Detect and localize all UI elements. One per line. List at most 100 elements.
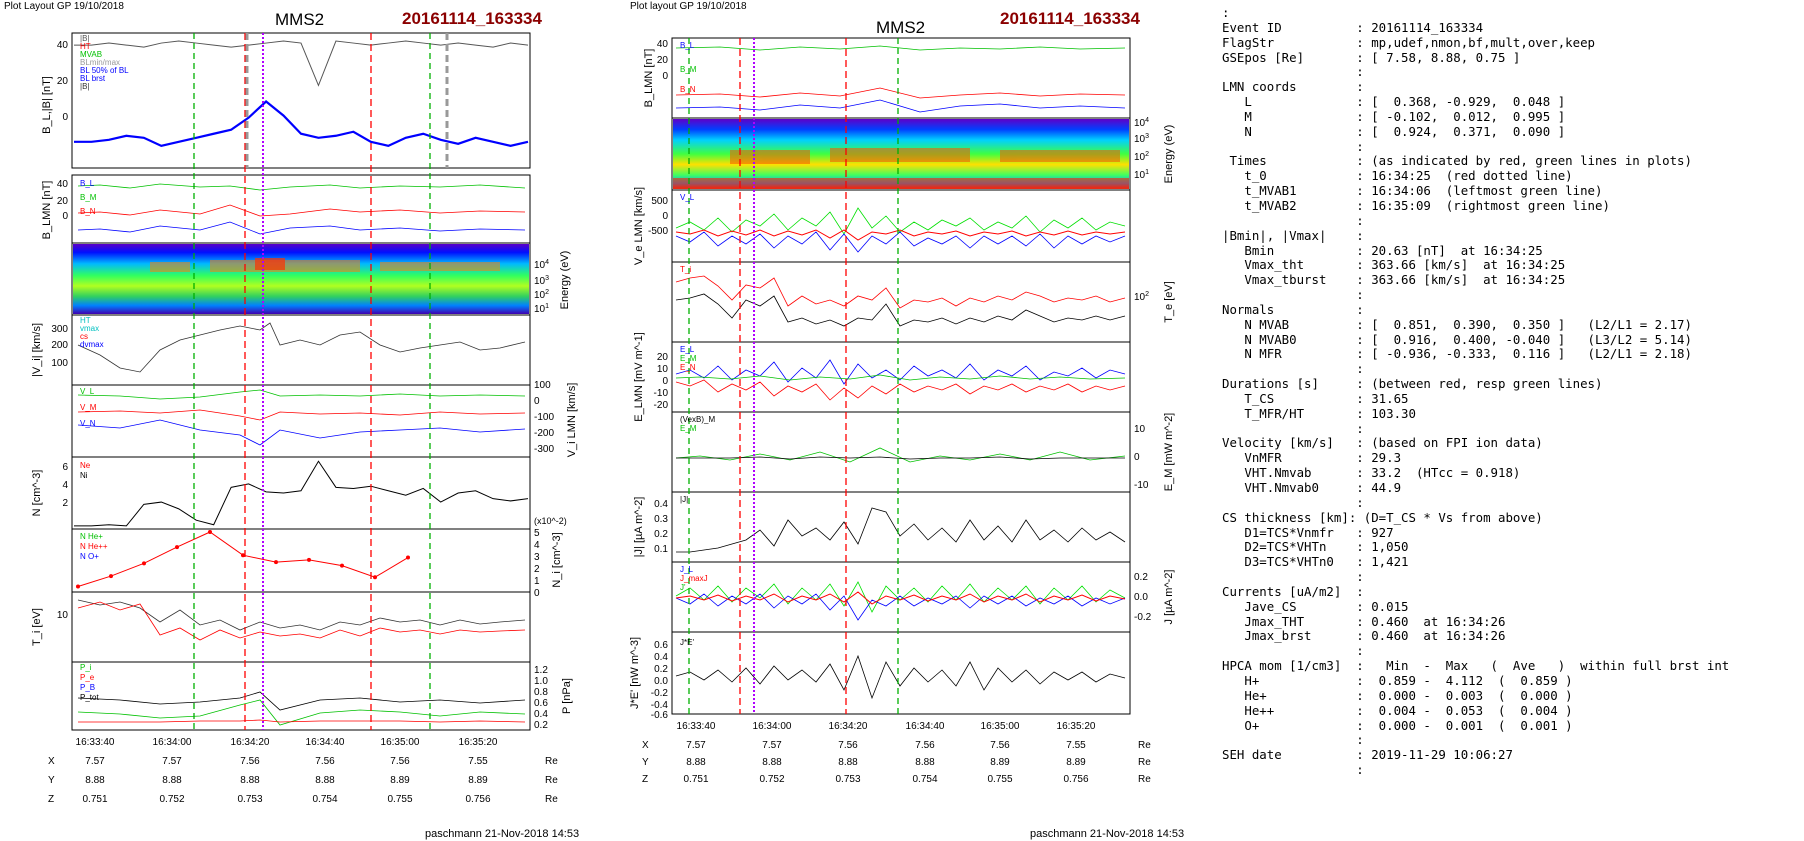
svg-text:-0.4: -0.4 (651, 700, 669, 711)
info-line: Event ID : 20161114_163334 (1222, 19, 1484, 35)
mid-eph-unit-y: Re (1138, 757, 1151, 768)
left-eph-y-3: 8.88 (315, 775, 335, 786)
info-line: t_0 : 16:34:25 (red dotted line) (1222, 168, 1573, 184)
svg-text:1.2: 1.2 (534, 665, 548, 676)
left-legend-hpca-0: N He+ (80, 532, 103, 541)
left-eph-z-2: 0.753 (237, 794, 262, 805)
mid-ylabel-energy: Energy (eV) (1163, 125, 1175, 184)
svg-text:200: 200 (51, 340, 68, 351)
svg-text:0.2: 0.2 (654, 529, 668, 540)
info-line: : (1222, 212, 1364, 228)
info-line: Currents [uA/m2] : (1222, 583, 1364, 599)
left-legend-bl-2: MVAB (80, 50, 102, 59)
data-point (109, 574, 113, 579)
data-point (208, 530, 212, 534)
left-eph-unit-x: Re (545, 756, 558, 767)
left-legend-bl-6: |B| (80, 82, 90, 91)
info-line: : (1222, 64, 1364, 80)
left-eph-z-3: 0.754 (312, 794, 337, 805)
data-point (340, 563, 344, 568)
svg-text:101: 101 (534, 303, 549, 315)
info-line: GSEpos [Re] : [ 7.58, 8.88, 0.75 ] (1222, 49, 1521, 65)
left-blmn-bn-line (77, 204, 526, 217)
info-line: : (1222, 732, 1364, 748)
mid-legend-j-0: |J| (680, 495, 688, 504)
left-ylabel-ti: T_i [eV] (31, 608, 43, 646)
svg-text:0: 0 (662, 211, 668, 222)
left-eph-z-1: 0.752 (159, 794, 184, 805)
info-line: Vmax_tht : 363.66 [km/s] at 16:34:25 (1222, 257, 1566, 273)
svg-text:2: 2 (62, 498, 68, 509)
svg-text:0: 0 (662, 71, 668, 82)
svg-text:102: 102 (534, 289, 549, 301)
mid-legend-je-0: J*E' (680, 638, 694, 647)
mid-xtick-0: 16:33:40 (677, 721, 716, 732)
mid-te-ti-line (675, 275, 1126, 309)
info-line: VHT.Nmvab : 33.2 (HTcc = 0.918) (1222, 465, 1521, 481)
mid-eph-x-label: X (642, 740, 649, 751)
series-line-ni (74, 460, 529, 527)
mid-ylabel-em: E_M [mW m^-2] (1163, 413, 1175, 492)
left-eph-z-0: 0.751 (82, 794, 107, 805)
left-spacecraft-title: MMS2 (275, 10, 325, 29)
mid-legend-ve-0: V_L (680, 193, 695, 202)
svg-text:100: 100 (51, 358, 68, 369)
mid-legend-jlmn-2: J' (680, 583, 686, 592)
mid-te-te-line (675, 293, 1126, 327)
event-info-panel: : Event ID : 20161114_163334 FlagStr : mp,… (1222, 5, 1800, 806)
mid-legend-em-1: E_M (680, 424, 697, 433)
left-legend-hpca-1: N He++ (80, 542, 108, 551)
info-line: Jave_CS : 0.015 (1222, 598, 1409, 614)
mid-eph-z-label: Z (642, 774, 648, 785)
left-ti-line (77, 599, 526, 631)
info-line: VHT.Nmvab0 : 44.9 (1222, 480, 1402, 495)
mid-eph-y-5: 8.89 (1066, 757, 1086, 768)
info-line: : (1222, 494, 1364, 510)
mid-legend-e-1: E_M (680, 354, 697, 363)
left-legend-bl-3: BLmin/max (80, 58, 120, 67)
mid-eph-unit-x: Re (1138, 740, 1151, 751)
mid-ve-vl-line (675, 229, 1126, 241)
left-p-pb-line (77, 699, 526, 726)
svg-text:0.0: 0.0 (654, 676, 668, 687)
info-line: Durations [s] : (between red, resp green… (1222, 376, 1603, 392)
left-ylabel-blmn: B_LMN [nT] (41, 181, 53, 240)
left-eph-x-4: 7.56 (390, 756, 410, 767)
left-blmn-bl-line (77, 221, 526, 235)
svg-text:104: 104 (534, 259, 549, 271)
left-legend-vlmn-0: V_L (80, 387, 95, 396)
left-legend-bl-1: HT (80, 42, 91, 51)
left-legend-p-3: P_tot (80, 693, 99, 702)
mid-eph-x-0: 7.57 (686, 740, 706, 751)
mid-eph-y-3: 8.88 (915, 757, 935, 768)
left-legend-vi-1: vmax (80, 324, 99, 333)
left-legend-vi-0: HT (80, 316, 91, 325)
left-xtick-1: 16:34:00 (153, 737, 192, 748)
svg-text:104: 104 (1134, 117, 1149, 129)
left-ylabel-vi: |V_i| [km/s] (31, 323, 43, 377)
info-line: M : [ -0.102, 0.012, 0.995 ] (1222, 108, 1566, 124)
left-legend-vlmn-1: V_M (80, 403, 97, 412)
svg-text:5: 5 (534, 528, 540, 539)
info-line: N : [ 0.924, 0.371, 0.090 ] (1222, 123, 1566, 139)
left-p-pe-line (78, 719, 526, 723)
info-line: HPCA mom [1/cm3] : Min - Max ( Ave ) wit… (1222, 658, 1730, 674)
mid-panel-te-frame (671, 261, 1131, 343)
mid-legend-blmn-2: B_N (680, 85, 696, 94)
svg-text:101: 101 (1134, 169, 1149, 181)
left-legend-p-0: P_i (80, 663, 92, 672)
svg-text:102: 102 (1134, 291, 1149, 303)
mid-spacecraft-title: MMS2 (876, 18, 926, 37)
mid-legend-e-0: E_L (680, 345, 695, 354)
mid-legend-em-0: (VexB)_M (680, 415, 715, 424)
svg-text:0: 0 (62, 211, 68, 222)
left-legend-hpca-2: N O+ (80, 552, 99, 561)
left-legend-bl-5: BL brst (80, 74, 106, 83)
left-ni-scale-label: (x10^-2) (534, 516, 567, 526)
mid-eph-x-5: 7.55 (1066, 740, 1086, 751)
left-p-ptot-line (77, 691, 526, 711)
info-line: T_CS : 31.65 (1222, 390, 1409, 406)
mid-e-en-line (675, 379, 1126, 401)
